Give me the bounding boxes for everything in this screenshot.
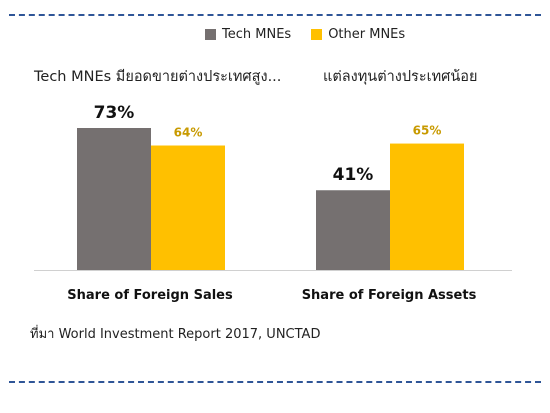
bar-tech-foreign-assets: [316, 190, 390, 270]
bar-tech-foreign-sales: [77, 128, 151, 270]
legend-swatch-tech: [205, 29, 216, 40]
chart-legend: Tech MNEs Other MNEs: [205, 27, 425, 42]
data-label-other-foreign-sales: 64%: [174, 126, 203, 140]
category-label-foreign-sales: Share of Foreign Sales: [67, 288, 233, 303]
data-label-tech-foreign-sales: 73%: [94, 103, 135, 123]
top-divider: [9, 14, 541, 16]
bar-other-foreign-sales: [151, 145, 225, 270]
data-label-other-foreign-assets: 65%: [413, 124, 442, 138]
legend-swatch-other: [311, 29, 323, 40]
heading-left: Tech MNEs มียอดขายต่างประเทศสูง...: [34, 69, 282, 85]
bottom-divider: [9, 381, 541, 383]
legend-item-other: Other MNEs: [311, 27, 405, 42]
source-note: ที่มา World Investment Report 2017, UNCT…: [30, 327, 321, 342]
legend-label-other: Other MNEs: [328, 27, 406, 42]
bar-other-foreign-assets: [390, 143, 464, 270]
legend-label-tech: Tech MNEs: [222, 27, 292, 42]
category-label-foreign-assets: Share of Foreign Assets: [301, 288, 477, 303]
legend-item-tech: Tech MNEs: [205, 27, 291, 42]
heading-right: แต่ลงทุนต่างประเทศน้อย: [323, 69, 478, 85]
data-label-tech-foreign-assets: 41%: [333, 165, 374, 185]
